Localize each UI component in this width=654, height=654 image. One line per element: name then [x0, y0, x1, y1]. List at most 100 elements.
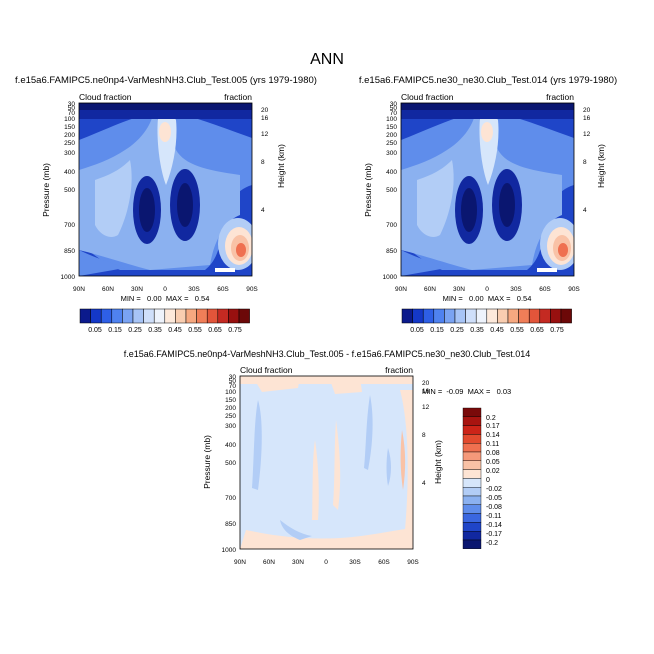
colorbar-swatch — [111, 308, 123, 324]
panel-left-label: Cloud fraction — [401, 92, 454, 102]
min-max-label: MIN = -0.09 MAX = 0.03 — [422, 387, 511, 396]
y-tick-label: 700 — [386, 222, 397, 229]
x-axis: 90N 60N 30N 0 30S 60S 90S — [234, 559, 419, 566]
colorbar-swatch — [454, 308, 466, 324]
colorbar-label: 0.11 — [486, 441, 499, 448]
x-tick-label: 0 — [163, 286, 167, 293]
colorbar-swatch — [185, 308, 197, 324]
y-right-tick-label: 16 — [422, 388, 430, 395]
y-tick-label: 500 — [225, 460, 236, 467]
colorbar-label: -0.2 — [486, 540, 498, 547]
colorbar-label: 0.55 — [188, 327, 202, 334]
y-axis-title: Pressure (mb) — [41, 163, 51, 217]
y-right-tick-label: 8 — [583, 159, 587, 166]
y-right-tick-label: 12 — [422, 404, 430, 411]
contour-field — [401, 103, 574, 276]
y-tick-label: 1000 — [383, 274, 398, 281]
panel-bottom-diff: f.e15a6.FAMIPC5.ne0np4-VarMeshNH3.Club_T… — [124, 349, 531, 566]
colorbar-label: 0.05 — [486, 459, 500, 466]
y-tick-label: 50 — [229, 378, 237, 385]
plot-frame — [400, 102, 575, 277]
colorbar-label: -0.14 — [486, 522, 502, 529]
y-tick-label: 50 — [68, 105, 76, 112]
colorbar-label: -0.08 — [486, 504, 502, 511]
colorbar-swatch — [462, 495, 482, 506]
colorbar-swatch — [560, 308, 572, 324]
y-right-axis-title: Height (km) — [276, 144, 286, 188]
y-tick-label: 300 — [64, 150, 75, 157]
colorbar-label: 0.15 — [430, 327, 444, 334]
colorbar-swatch — [462, 451, 482, 462]
contour-field — [79, 103, 252, 276]
panel-title: f.e15a6.FAMIPC5.ne30_ne30.Club_Test.014 … — [359, 75, 617, 86]
y-tick-label: 300 — [225, 423, 236, 430]
y-tick-label: 400 — [225, 442, 236, 449]
panel-right-label: fraction — [546, 92, 574, 102]
y-tick-label: 300 — [386, 150, 397, 157]
y-tick-label: 400 — [386, 169, 397, 176]
y-right-tick-label: 4 — [422, 480, 426, 487]
panel-right-label: fraction — [224, 92, 252, 102]
colorbar-swatch — [462, 416, 482, 426]
y-tick-label: 1000 — [61, 274, 76, 281]
y-tick-label: 70 — [390, 110, 398, 117]
panel-left-label: Cloud fraction — [79, 92, 132, 102]
y-axis-pressure: 30 50 70 100 150 200 250 300 400 500 700… — [61, 101, 76, 281]
panel-right-label: fraction — [385, 365, 413, 375]
colorbar-swatch — [462, 443, 482, 453]
y-right-tick-label: 8 — [261, 159, 265, 166]
colorbar-label: 0.02 — [486, 468, 500, 475]
colorbar-label: 0 — [486, 477, 490, 484]
x-tick-label: 30N — [292, 559, 304, 566]
colorbar-diff: 0.2 0.17 0.14 0.11 0.08 0.05 0.02 0 -0.0… — [462, 407, 502, 550]
x-tick-label: 90S — [568, 286, 580, 293]
y-tick-label: 200 — [386, 132, 397, 139]
y-tick-label: 100 — [64, 116, 75, 123]
y-right-tick-label: 20 — [583, 107, 591, 114]
colorbar-label: 0.65 — [530, 327, 544, 334]
y-axis-title: Pressure (mb) — [363, 163, 373, 217]
colorbar-swatch — [228, 308, 240, 324]
colorbar-swatch — [462, 425, 482, 435]
x-tick-label: 30S — [349, 559, 361, 566]
y-tick-label: 70 — [68, 110, 76, 117]
colorbar-label: 0.14 — [486, 432, 500, 439]
colorbar-label: -0.17 — [486, 531, 502, 538]
y-axis-height: 20 16 12 8 4 — [583, 107, 591, 214]
colorbar-swatch — [422, 308, 435, 324]
plot-frame — [239, 375, 414, 550]
colorbar-swatch — [462, 513, 482, 523]
colorbar-label: -0.02 — [486, 486, 502, 493]
x-tick-label: 60S — [539, 286, 551, 293]
colorbar-swatch — [507, 308, 519, 324]
colorbar-swatch — [462, 469, 482, 479]
y-right-tick-label: 20 — [261, 107, 269, 114]
y-tick-label: 400 — [64, 169, 75, 176]
colorbar-swatch — [539, 308, 551, 324]
x-tick-label: 30S — [188, 286, 200, 293]
y-tick-label: 250 — [225, 413, 236, 420]
plot-frame — [78, 102, 253, 277]
colorbar-label: 0.2 — [486, 415, 496, 422]
x-axis: 90N 60N 30N 0 30S 60S 90S — [73, 286, 258, 293]
min-max-label: MIN = 0.00 MAX = 0.54 — [443, 294, 532, 303]
x-tick-label: 90N — [395, 286, 407, 293]
colorbar-swatch — [433, 308, 445, 324]
colorbar-label: 0.75 — [228, 327, 242, 334]
y-tick-label: 70 — [229, 383, 237, 390]
x-tick-label: 60S — [217, 286, 229, 293]
y-tick-label: 100 — [225, 389, 236, 396]
figure-title: ANN — [310, 51, 344, 68]
x-tick-label: 90S — [407, 559, 419, 566]
panel-top-right: f.e15a6.FAMIPC5.ne30_ne30.Club_Test.014 … — [359, 75, 617, 303]
y-tick-label: 250 — [386, 140, 397, 147]
x-tick-label: 60S — [378, 559, 390, 566]
colorbar-label: 0.08 — [486, 450, 500, 457]
colorbar-swatch — [550, 308, 562, 324]
y-right-tick-label: 12 — [261, 131, 269, 138]
y-tick-label: 850 — [225, 521, 236, 528]
colorbar-label: 0.35 — [470, 327, 484, 334]
colorbar-label: 0.45 — [490, 327, 504, 334]
colorbar-label: 0.55 — [510, 327, 524, 334]
colorbar-label: 0.15 — [108, 327, 122, 334]
